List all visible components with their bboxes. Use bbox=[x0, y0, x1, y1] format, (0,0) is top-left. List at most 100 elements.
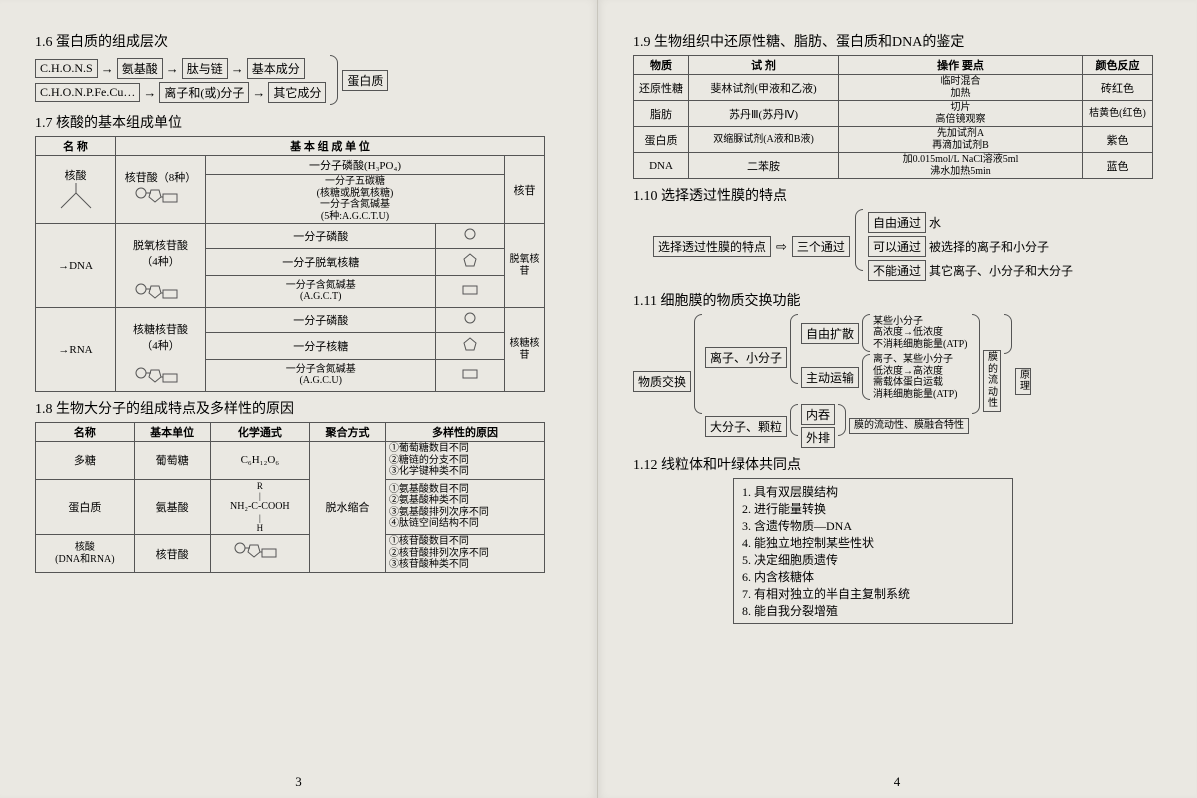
cell: 紫色 bbox=[1083, 127, 1153, 153]
arrow-icon: → bbox=[252, 85, 265, 101]
line: (5种:A.G.C.T.U) bbox=[209, 211, 501, 223]
th: 颜色反应 bbox=[1083, 56, 1153, 75]
s16-row1: C.H.O.N.S → 氨基酸 → 肽与链 → 基本成分 bbox=[35, 58, 326, 79]
th: 多样性的原因 bbox=[385, 423, 544, 442]
cell: 先加试剂A 再滴加试剂B bbox=[839, 127, 1083, 153]
arrow-icon: ⇨ bbox=[776, 239, 787, 255]
list-item: 自由通过水 bbox=[868, 212, 1073, 233]
table-row: 还原性糖 斐林试剂(甲液和乙液) 临时混合 加热 砖红色 bbox=[634, 75, 1153, 101]
arrow-icon: → bbox=[143, 85, 156, 101]
section-112-title: 1.12 线粒体和叶绿体共同点 bbox=[633, 454, 1161, 474]
box-diffusion: 自由扩散 bbox=[801, 323, 859, 344]
page-number: 4 bbox=[894, 774, 901, 790]
cell: 斐林试剂(甲液和乙液) bbox=[689, 75, 839, 101]
cell: 切片 高倍镜观察 bbox=[839, 101, 1083, 127]
circle-icon bbox=[463, 227, 477, 241]
th: 操作 要点 bbox=[839, 56, 1083, 75]
th: 聚合方式 bbox=[310, 423, 386, 442]
list-item: 4. 能独立地控制某些性状 bbox=[742, 534, 1004, 551]
box-large: 大分子、颗粒 bbox=[705, 416, 787, 437]
text: 消耗细胞能量(ATP) bbox=[873, 389, 957, 401]
text: 离子、某些小分子 bbox=[873, 354, 957, 366]
cell-shape bbox=[436, 332, 505, 359]
text: 被选择的离子和小分子 bbox=[929, 238, 1049, 255]
rect-icon bbox=[461, 284, 479, 296]
line: 一分子五碳糖 bbox=[209, 176, 501, 188]
bracket-icon bbox=[694, 314, 702, 414]
cell-formula: R | NH₂-C-COOH | H bbox=[210, 479, 310, 535]
cell: 还原性糖 bbox=[634, 75, 689, 101]
cell-reason: ①核苷酸数目不同 ②核苷酸排列次序不同 ③核苷酸种类不同 bbox=[385, 535, 544, 573]
cell: 蛋白质 bbox=[36, 479, 135, 535]
cell-shape bbox=[210, 535, 310, 573]
box-fluidity: 膜的流动性、膜融合特性 bbox=[849, 418, 969, 434]
text: 某些小分子 bbox=[873, 316, 967, 328]
circle-icon bbox=[463, 311, 477, 325]
cell-reason: ①氨基酸数目不同 ②氨基酸种类不同 ③氨基酸排列次序不同 ④肽链空间结构不同 bbox=[385, 479, 544, 535]
cell: 核苷酸 bbox=[134, 535, 210, 573]
cell-rna-mid: 核糖核苷酸 （4种） bbox=[116, 308, 206, 392]
cell-dna-side: 脱氧核苷 bbox=[505, 224, 545, 308]
box-endo: 内吞 bbox=[801, 404, 835, 425]
list-item: 7. 有相对独立的半自主复制系统 bbox=[742, 585, 1004, 602]
box-peptide: 肽与链 bbox=[182, 58, 228, 79]
bracket-icon bbox=[972, 314, 980, 414]
cell: 氨基酸 bbox=[134, 479, 210, 535]
bracket-icon bbox=[838, 404, 846, 436]
bracket-icon bbox=[790, 314, 798, 384]
cell: 加0.015mol/L NaCl溶液5ml 沸水加热5min bbox=[839, 153, 1083, 179]
page-number: 3 bbox=[295, 774, 302, 790]
list-item: 可以通过被选择的离子和小分子 bbox=[868, 236, 1073, 257]
box-chonp: C.H.O.N.P.Fe.Cu… bbox=[35, 83, 140, 102]
cell: 脂肪 bbox=[634, 101, 689, 127]
cell: 一分子磷酸 bbox=[206, 308, 436, 333]
box-ions-small: 离子、小分子 bbox=[705, 347, 787, 368]
cell-shape bbox=[436, 248, 505, 275]
section-18-title: 1.8 生物大分子的组成特点及多样性的原因 bbox=[35, 398, 562, 418]
cell: 二苯胺 bbox=[689, 153, 839, 179]
list-item: 不能通过其它离子、小分子和大分子 bbox=[868, 260, 1073, 281]
box-ions: 离子和(或)分子 bbox=[159, 82, 249, 103]
box-side1: 膜的 流动 性 bbox=[983, 350, 1001, 412]
th: 化学通式 bbox=[210, 423, 310, 442]
nucleotide-icon bbox=[131, 185, 191, 210]
text-nucleotide: 核苷酸（8种） bbox=[119, 169, 202, 185]
section-17-title: 1.7 核酸的基本组成单位 bbox=[35, 112, 562, 132]
rect-icon bbox=[461, 368, 479, 380]
page-left: 1.6 蛋白质的组成层次 C.H.O.N.S → 氨基酸 → 肽与链 → 基本成… bbox=[0, 0, 598, 798]
cell-shape bbox=[436, 359, 505, 391]
cell: C₆H₁₂O₆ bbox=[210, 442, 310, 480]
section-19-title: 1.9 生物组织中还原性糖、脂肪、蛋白质和DNA的鉴定 bbox=[633, 31, 1161, 51]
th: 物质 bbox=[634, 56, 689, 75]
arrow-icon: → bbox=[166, 61, 179, 77]
bracket-icon bbox=[862, 314, 870, 352]
text: 低浓度→高浓度 bbox=[873, 366, 957, 378]
bracket-icon bbox=[1004, 314, 1012, 354]
th: 基本单位 bbox=[134, 423, 210, 442]
box-active: 主动运输 bbox=[801, 367, 859, 388]
cell-dna: →DNA bbox=[36, 224, 116, 308]
text-nucleic: 核酸 bbox=[39, 167, 112, 183]
list-item: 8. 能自我分裂增殖 bbox=[742, 602, 1004, 619]
cell-rna: →RNA bbox=[36, 308, 116, 392]
text: 核糖核苷酸 （4种） bbox=[119, 321, 202, 353]
box-protein: 蛋白质 bbox=[342, 70, 388, 91]
table-row: 蛋白质 双缩脲试剂(A液和B液) 先加试剂A 再滴加试剂B 紫色 bbox=[634, 127, 1153, 153]
box-basic: 基本成分 bbox=[247, 58, 305, 79]
list-item: 5. 决定细胞质遗传 bbox=[742, 551, 1004, 568]
s18-table: 名称 基本单位 化学通式 聚合方式 多样性的原因 多糖 葡萄糖 C₆H₁₂O₆ … bbox=[35, 422, 545, 573]
box-other: 其它成分 bbox=[268, 82, 326, 103]
cell-nucleoside: 核苷 bbox=[505, 156, 545, 224]
s19-table: 物质 试 剂 操作 要点 颜色反应 还原性糖 斐林试剂(甲液和乙液) 临时混合 … bbox=[633, 55, 1153, 179]
box-exchange: 物质交换 bbox=[633, 371, 691, 392]
cell: 核酸 (DNA和RNA) bbox=[36, 535, 135, 573]
table-row: 脂肪 苏丹Ⅲ(苏丹Ⅳ) 切片 高倍镜观察 桔黄色(红色) bbox=[634, 101, 1153, 127]
text-dna: DNA bbox=[69, 260, 93, 272]
cell: 多糖 bbox=[36, 442, 135, 480]
bracket-icon bbox=[790, 404, 798, 436]
nucleotide-icon bbox=[230, 540, 290, 565]
arrow-icon: → bbox=[101, 61, 114, 77]
s112-list: 1. 具有双层膜结构 2. 进行能量转换 3. 含遗传物质—DNA 4. 能独立… bbox=[733, 478, 1013, 624]
cell: 砖红色 bbox=[1083, 75, 1153, 101]
section-110-title: 1.10 选择透过性膜的特点 bbox=[633, 185, 1161, 205]
